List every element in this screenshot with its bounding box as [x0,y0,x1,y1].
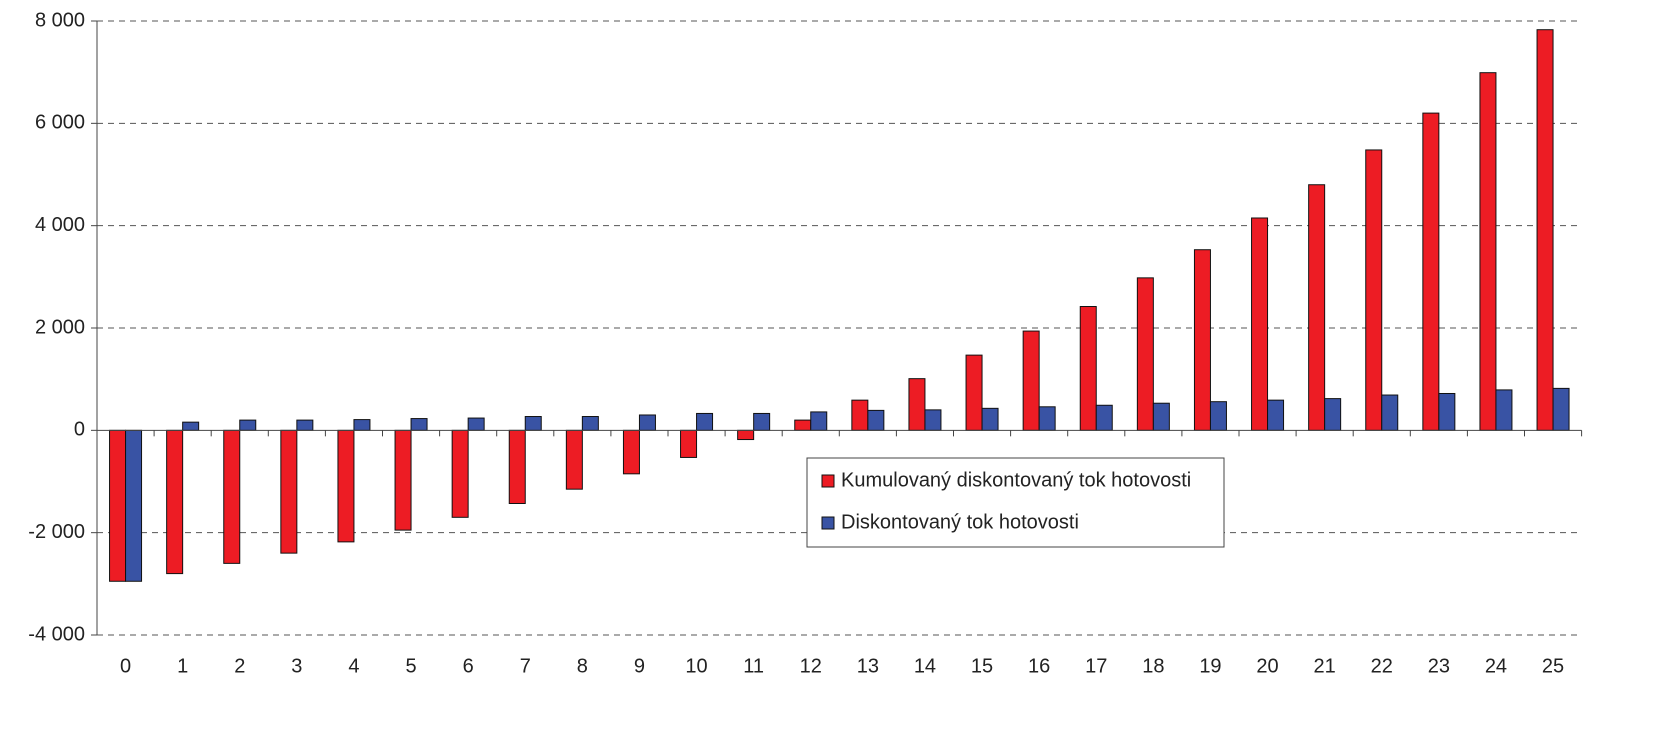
bar [565,429,583,490]
x-tick-label: 24 [1485,655,1507,677]
bar [581,416,599,431]
legend-swatch [821,516,835,530]
x-tick-label: 21 [1314,655,1336,677]
bar [1365,149,1383,431]
bar [296,419,314,431]
bar [753,412,771,431]
bar [1438,392,1456,431]
x-tick-label: 1 [177,655,188,677]
y-tick-label: -4 000 [28,623,85,645]
x-tick-label: 16 [1028,655,1050,677]
bar [981,407,999,431]
legend-label: Kumulovaný diskontovaný tok hotovosti [841,469,1191,491]
y-tick-label: 0 [74,419,85,441]
bar [1079,306,1097,431]
x-tick-label: 22 [1371,655,1393,677]
x-tick-label: 11 [743,655,764,677]
bar [1267,399,1285,431]
bar [680,429,698,458]
bar [182,421,200,431]
x-tick-label: 8 [577,655,588,677]
x-tick-label: 10 [685,655,707,677]
bar [696,412,714,431]
bar [908,378,926,431]
bar [223,429,241,564]
y-tick-label: 4 000 [35,214,85,236]
bar [737,429,755,441]
bar [1552,387,1570,431]
bar [965,354,983,431]
legend-box [806,457,1225,548]
bar [924,409,942,431]
x-tick-label: 2 [234,655,245,677]
x-tick-label: 18 [1142,655,1164,677]
bar [280,429,298,554]
legend-swatch [821,474,835,488]
bar [1381,394,1399,431]
x-tick-label: 14 [914,655,936,677]
bar [1422,112,1440,431]
bar [1038,406,1056,431]
bar [1152,402,1170,431]
bar [166,429,184,575]
x-tick-label: 6 [463,655,474,677]
bar [1209,401,1227,431]
x-tick-label: 3 [291,655,302,677]
bar [851,399,869,431]
bar [467,417,485,431]
bar [1193,249,1211,431]
bar [353,419,371,431]
bar [239,419,257,431]
bar [1536,29,1554,431]
x-tick-label: 23 [1428,655,1450,677]
x-tick-label: 19 [1199,655,1221,677]
bar [1479,72,1497,431]
x-tick-label: 15 [971,655,993,677]
y-tick-label: 8 000 [35,9,85,31]
y-tick-label: -2 000 [28,521,85,543]
bar [1324,398,1342,431]
bar [109,429,127,582]
bar [794,419,812,431]
bar [410,418,428,431]
bar [1251,217,1269,431]
bar [810,411,828,431]
x-tick-label: 0 [120,655,131,677]
legend-label: Diskontovaný tok hotovosti [841,511,1079,533]
x-tick-label: 4 [348,655,359,677]
y-tick-label: 6 000 [35,112,85,134]
x-tick-label: 12 [800,655,822,677]
bar [638,414,656,431]
bar [451,429,469,518]
x-tick-label: 7 [520,655,531,677]
x-tick-label: 5 [405,655,416,677]
x-tick-label: 17 [1085,655,1107,677]
x-tick-label: 13 [857,655,879,677]
bar [1022,330,1040,431]
bar [622,429,640,475]
bar [1495,389,1513,431]
bar [125,429,143,582]
x-tick-label: 25 [1542,655,1564,677]
bar [867,409,885,431]
bar [524,416,542,431]
bar [337,429,355,543]
bar [508,429,526,505]
bar [1095,404,1113,431]
bar [394,429,412,531]
x-tick-label: 9 [634,655,645,677]
bar [1136,277,1154,431]
bar [1308,184,1326,431]
y-tick-label: 2 000 [35,316,85,338]
x-tick-label: 20 [1256,655,1278,677]
